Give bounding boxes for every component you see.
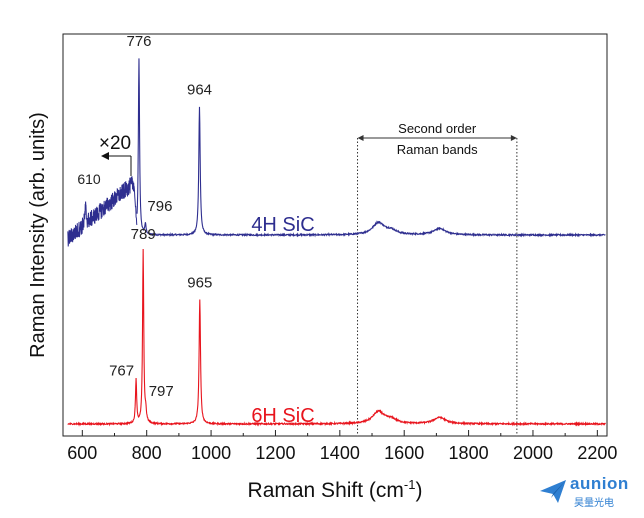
- peak-label-6h-789: 789: [131, 226, 156, 243]
- second-order-label-line1: Second order: [398, 121, 477, 136]
- inset-magnification-marker: ×20 610: [77, 133, 132, 187]
- series-label-4h-sic: 4H SiC: [251, 214, 314, 236]
- inset-peak-label: 610: [77, 171, 101, 187]
- x-tick-label-1400: 1400: [320, 443, 360, 463]
- peak-label-6h-797: 797: [149, 383, 174, 400]
- x-tick-label-1600: 1600: [384, 443, 424, 463]
- x-tick-label-1800: 1800: [449, 443, 489, 463]
- x-axis-ticks: [81, 430, 598, 436]
- paper-plane-icon: [540, 480, 566, 503]
- x-tick-label-600: 600: [67, 443, 97, 463]
- inset-factor-label: ×20: [99, 133, 131, 154]
- peak-label-4h-796: 796: [147, 198, 172, 215]
- peak-label-4h-776: 776: [126, 33, 151, 50]
- x-tick-label-2000: 2000: [513, 443, 553, 463]
- x-axis-label-sup: -1: [404, 477, 416, 492]
- x-axis-tick-labels: 600 800 1000 1200 1400 1600 1800 2000 2200: [67, 443, 617, 463]
- x-axis-label: Raman Shift (cm-1): [248, 477, 423, 502]
- y-axis-label: Raman Intensity (arb. units): [27, 112, 49, 358]
- series-line-6h-sic: [67, 249, 606, 427]
- x-tick-label-1200: 1200: [255, 443, 295, 463]
- x-tick-label-800: 800: [132, 443, 162, 463]
- x-axis-label-close: ): [415, 479, 422, 502]
- watermark-sub: 昊量光电: [574, 498, 614, 509]
- second-order-annotation: Second order Raman bands: [357, 121, 518, 436]
- peak-label-4h-964: 964: [187, 81, 212, 98]
- x-tick-label-2200: 2200: [577, 443, 617, 463]
- watermark-brand: aunion: [570, 474, 629, 493]
- second-order-arrowhead-right: [510, 135, 517, 141]
- inset-arrowhead: [101, 152, 109, 160]
- peak-label-6h-767: 767: [109, 363, 134, 380]
- plot-frame: [62, 33, 608, 437]
- x-tick-label-1000: 1000: [191, 443, 231, 463]
- series-inset-4h-x20: [67, 176, 138, 247]
- second-order-arrowhead-left: [357, 135, 364, 141]
- series-label-6h-sic: 6H SiC: [251, 405, 314, 427]
- series-line-4h-sic: [136, 58, 606, 238]
- peak-label-6h-965: 965: [187, 274, 212, 291]
- second-order-label-line2: Raman bands: [397, 142, 478, 157]
- watermark-logo: aunion 昊量光电: [538, 472, 640, 510]
